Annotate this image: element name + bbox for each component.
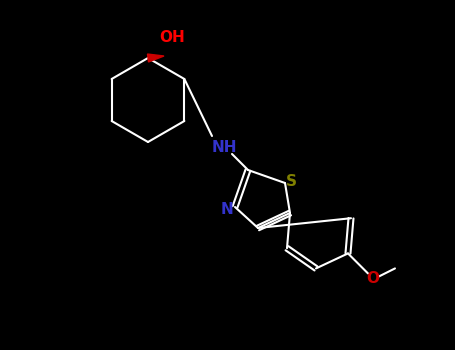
Text: NH: NH <box>211 140 237 155</box>
Text: S: S <box>285 174 297 189</box>
Text: N: N <box>221 202 233 217</box>
Polygon shape <box>147 54 164 62</box>
Text: OH: OH <box>159 30 185 46</box>
Text: O: O <box>366 271 379 286</box>
